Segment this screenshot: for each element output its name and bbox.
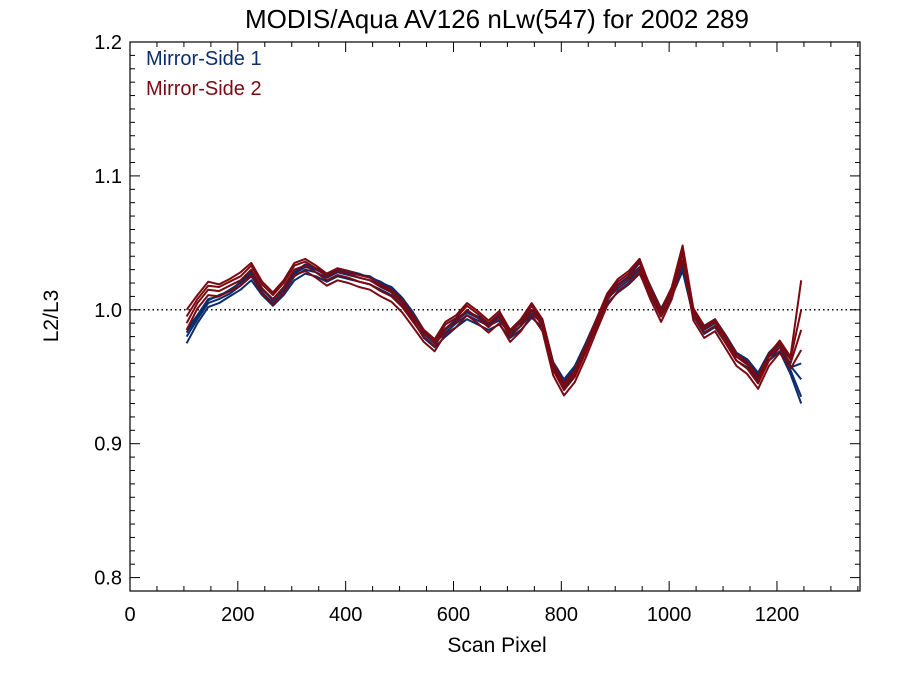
x-tick-label: 0 [124,604,135,626]
ticks-layer: 0 200 400 600 800 1000 1200 0.8 0.9 1.0 1.1 1.2 [94,32,860,626]
axes-frame-layer [129,41,861,592]
x-tick-label: 600 [437,604,470,626]
y-tick-label: 1.2 [94,32,122,54]
x-tick-label: 200 [221,604,254,626]
chart-title: MODIS/Aqua AV126 nLw(547) for 2002 289 [245,4,749,34]
y-tick-label: 1.1 [94,166,122,188]
x-tick-label: 1200 [755,604,800,626]
legend-entry-mirror-side-1: Mirror-Side 1 [146,48,262,70]
x-tick-label: 1000 [647,604,692,626]
series-line-mirror-side-2-7 [185,259,803,397]
legend: Mirror-Side 1 Mirror-Side 2 [146,48,262,100]
series-line-mirror-side-2-8 [185,244,803,385]
series-line-mirror-side-2-6 [185,247,803,388]
x-tick-label: 800 [545,604,578,626]
y-axis-label: L2/L3 [40,290,63,343]
x-axis-label: Scan Pixel [447,634,546,657]
y-tick-label: 1.0 [94,300,122,322]
plot-frame [129,41,861,592]
y-tick-label: 0.9 [94,434,122,456]
y-tick-label: 0.8 [94,568,122,590]
series-layer [185,244,803,404]
legend-entry-mirror-side-2: Mirror-Side 2 [146,78,262,100]
series-line-mirror-side-2-5 [185,252,803,392]
x-tick-label: 400 [329,604,362,626]
